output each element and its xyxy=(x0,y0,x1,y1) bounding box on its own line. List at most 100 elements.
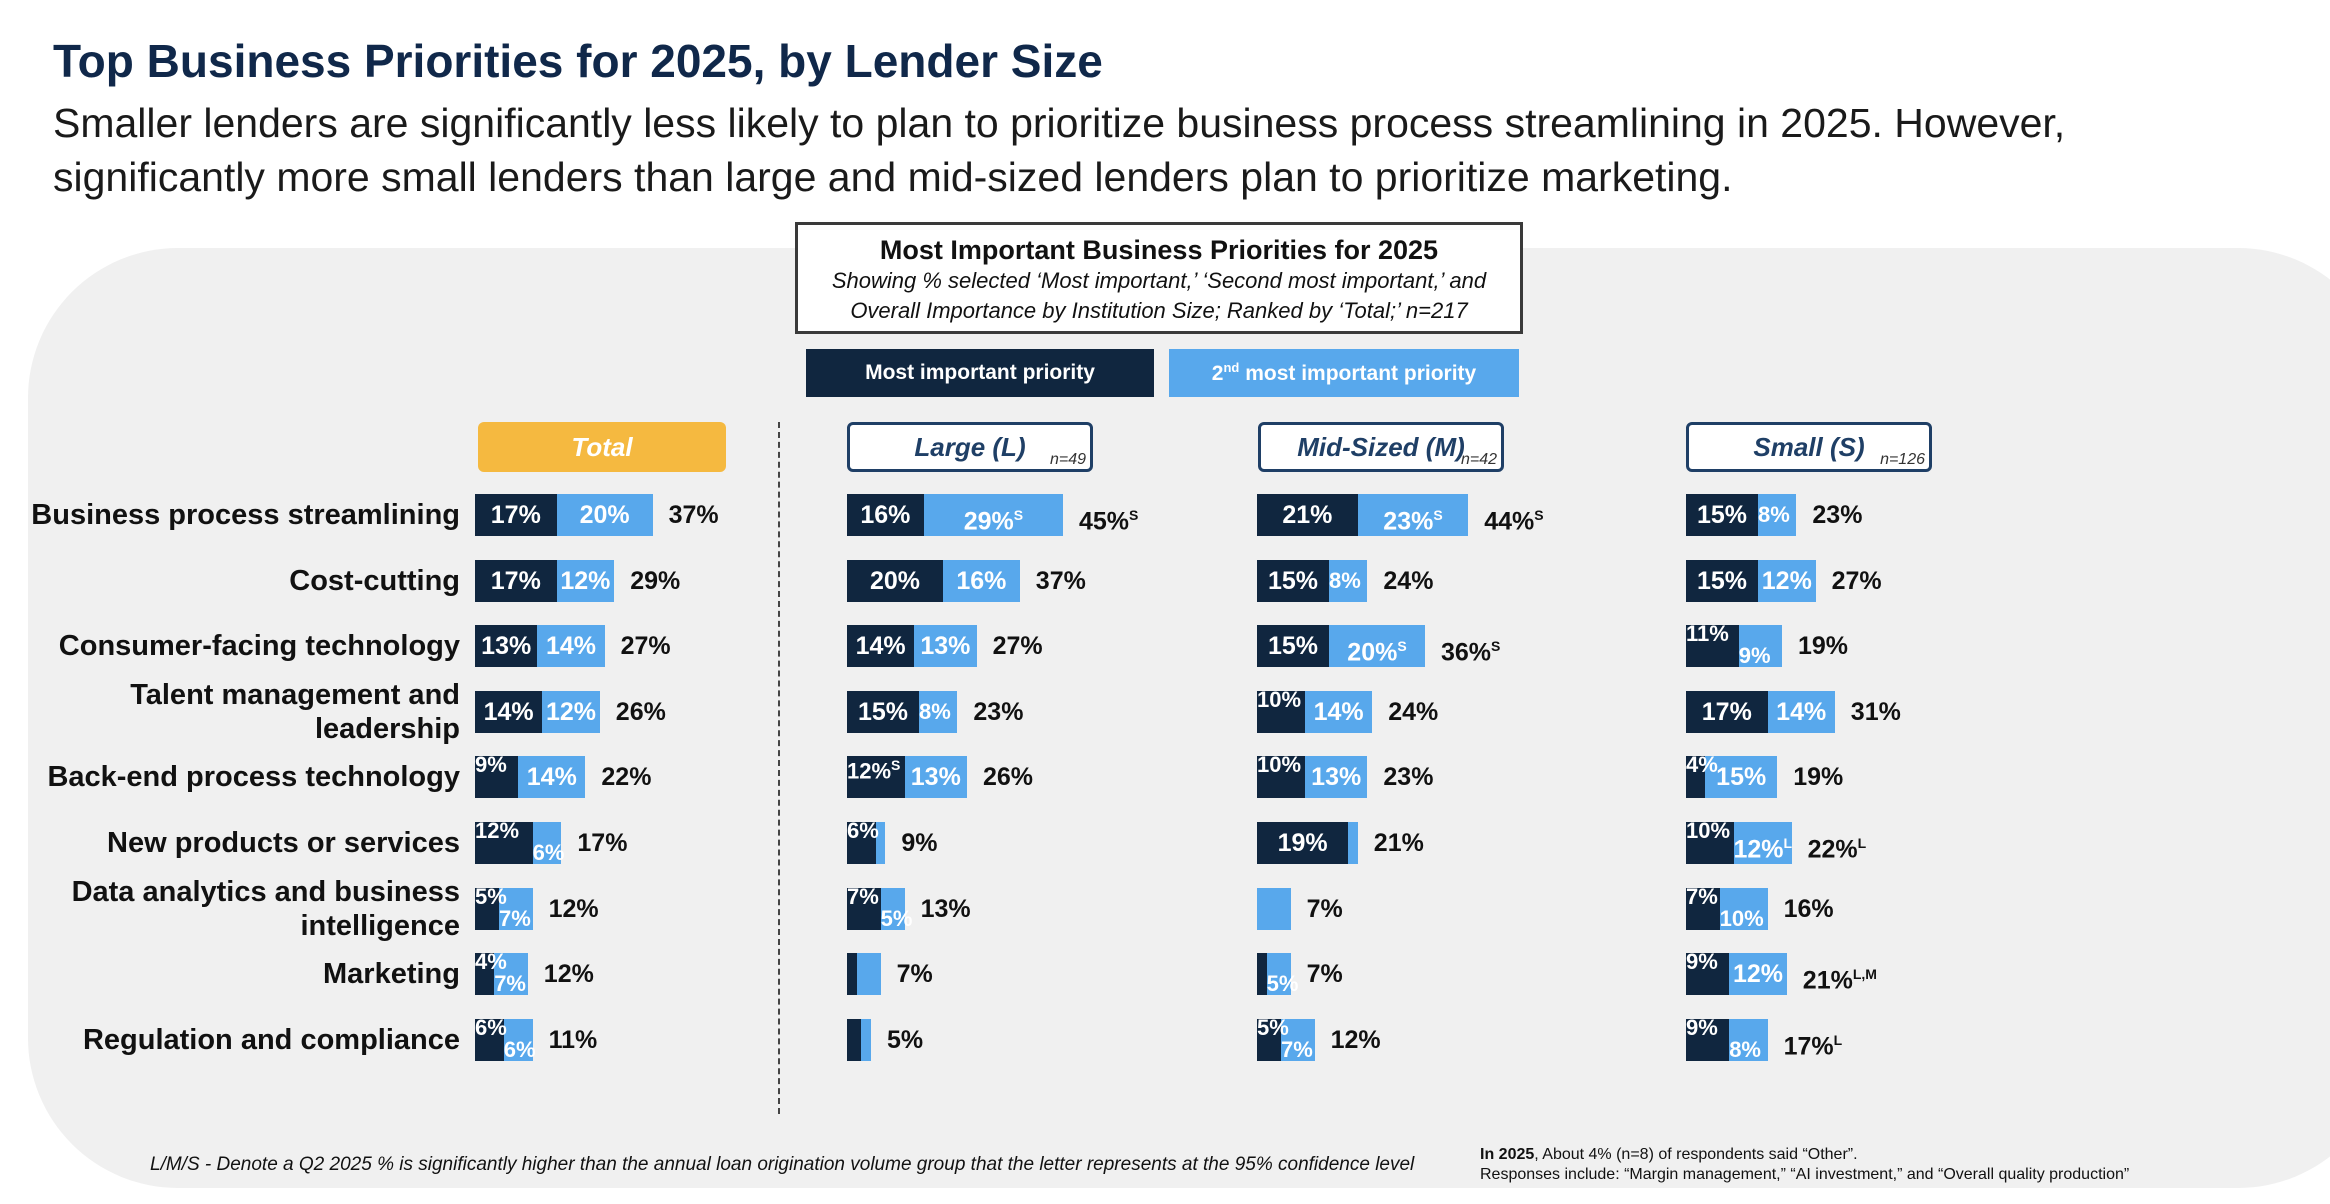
bar-second-mid-sized-m-cost-cutting xyxy=(1329,559,1368,602)
category-label-back-end-process-technology: Back-end process technology xyxy=(47,761,460,794)
label-most-mid-sized-m-new-products-or-services: 19% xyxy=(1277,829,1328,857)
label-most-total-data-analytics-and-business-intelligence: 5% xyxy=(475,883,507,909)
label-second-mid-sized-m-marketing: 5% xyxy=(1266,971,1299,997)
label-most-large-l-cost-cutting: 20% xyxy=(869,566,921,595)
bar-most-large-l-new-products-or-services xyxy=(847,822,876,864)
chart-subtitle-line-1: Showing % selected ‘Most important,’ ‘Se… xyxy=(831,268,1487,293)
label-total-small-s-back-end-process-technology: 19% xyxy=(1793,763,1844,792)
bar-most-mid-sized-m-new-products-or-services xyxy=(1257,822,1349,864)
bar-second-mid-sized-m-back-end-process-technology xyxy=(1305,756,1368,799)
bar-second-large-l-data-analytics-and-business-intelligence xyxy=(880,887,905,930)
label-second-mid-sized-m-talent-management-and-leadership: 14% xyxy=(1313,697,1364,726)
label-second-small-s-consumer-facing-technology: 9% xyxy=(1738,643,1771,669)
label-second-small-s-regulation-and-compliance: 8% xyxy=(1729,1036,1761,1062)
label-most-large-l-back-end-process-technology: 12%S xyxy=(847,757,901,784)
label-most-large-l-new-products-or-services: 6% xyxy=(847,818,879,843)
label-total-total-marketing: 12% xyxy=(543,960,594,989)
label-second-mid-sized-m-cost-cutting: 8% xyxy=(1329,567,1361,593)
bar-second-total-consumer-facing-technology xyxy=(537,625,605,668)
bar-most-large-l-business-process-streamlining xyxy=(847,494,924,536)
label-total-large-l-data-analytics-and-business-intelligence: 13% xyxy=(920,894,971,923)
category-label-talent-management-and-leadership: Talent management and leadership xyxy=(130,678,460,745)
label-second-total-consumer-facing-technology: 14% xyxy=(545,632,597,661)
group-sample-size: n=49 xyxy=(1049,451,1086,468)
bar-second-small-s-back-end-process-technology xyxy=(1705,756,1778,799)
bar-most-small-s-cost-cutting xyxy=(1686,559,1758,602)
chart-header-box: Most Important Business Priorities for 2… xyxy=(795,222,1523,334)
label-total-small-s-talent-management-and-leadership: 31% xyxy=(1850,697,1901,726)
label-second-small-s-talent-management-and-leadership: 14% xyxy=(1776,697,1827,726)
group-header-mid-sized-m: Mid-Sized (M) n=42 xyxy=(1258,422,1504,472)
chart-panel-background xyxy=(28,248,2330,1188)
label-second-total-data-analytics-and-business-intelligence: 7% xyxy=(499,905,531,931)
bar-most-total-talent-management-and-leadership xyxy=(475,690,543,733)
bar-most-large-l-consumer-facing-technology xyxy=(847,625,915,668)
bar-second-small-s-new-products-or-services xyxy=(1734,822,1792,864)
label-total-total-business-process-streamlining: 37% xyxy=(668,501,719,529)
label-second-total-new-products-or-services: 6% xyxy=(532,840,565,865)
bar-most-small-s-new-products-or-services xyxy=(1686,822,1734,864)
label-total-total-cost-cutting: 29% xyxy=(630,566,681,595)
bar-second-mid-sized-m-business-process-streamlining xyxy=(1357,494,1469,536)
footnote-other-responses: In 2025, About 4% (n=8) of respondents s… xyxy=(1480,1146,2130,1183)
bar-second-mid-sized-m-regulation-and-compliance xyxy=(1281,1018,1315,1061)
bar-most-mid-sized-m-back-end-process-technology xyxy=(1257,756,1305,799)
bar-most-total-regulation-and-compliance xyxy=(475,1018,504,1061)
label-total-total-data-analytics-and-business-intelligence: 12% xyxy=(548,894,599,923)
bar-most-mid-sized-m-cost-cutting xyxy=(1257,559,1329,602)
label-second-mid-sized-m-back-end-process-technology: 13% xyxy=(1311,763,1362,792)
label-most-small-s-new-products-or-services: 10% xyxy=(1686,818,1731,843)
footnote-significance: L/M/S - Denote a Q2 2025 % is significan… xyxy=(150,1154,1415,1175)
group-header-small-s: Small (S) n=126 xyxy=(1686,422,1932,472)
bar-most-total-marketing xyxy=(475,953,495,996)
bar-second-small-s-cost-cutting xyxy=(1758,559,1816,602)
bar-second-large-l-regulation-and-compliance xyxy=(861,1018,871,1061)
chart-subtitle-line-2: Overall Importance by Institution Size; … xyxy=(850,298,1468,323)
group-header-total: Total xyxy=(478,422,726,472)
group-header-label: Mid-Sized (M) xyxy=(1297,431,1465,462)
label-second-small-s-business-process-streamlining: 8% xyxy=(1758,502,1790,527)
bar-second-mid-sized-m-data-analytics-and-business-intelligence xyxy=(1257,887,1291,930)
bar-second-total-data-analytics-and-business-intelligence xyxy=(499,887,533,930)
bar-second-large-l-marketing xyxy=(856,953,881,996)
bar-most-mid-sized-m-consumer-facing-technology xyxy=(1257,625,1329,668)
label-most-mid-sized-m-consumer-facing-technology: 15% xyxy=(1267,632,1319,661)
bar-second-mid-sized-m-talent-management-and-leadership xyxy=(1305,690,1373,733)
label-total-small-s-consumer-facing-technology: 19% xyxy=(1798,632,1849,661)
label-second-total-back-end-process-technology: 14% xyxy=(526,763,577,792)
label-most-large-l-data-analytics-and-business-intelligence: 7% xyxy=(847,883,879,909)
group-header-label: Large (L) xyxy=(914,431,1026,462)
label-most-mid-sized-m-cost-cutting: 15% xyxy=(1267,566,1319,595)
label-total-large-l-cost-cutting: 37% xyxy=(1035,566,1086,595)
label-total-mid-sized-m-business-process-streamlining: 44%S xyxy=(1484,507,1544,536)
label-total-mid-sized-m-marketing: 7% xyxy=(1306,960,1343,989)
label-most-total-marketing: 4% xyxy=(475,949,507,975)
label-most-total-cost-cutting: 17% xyxy=(490,566,541,595)
label-most-large-l-talent-management-and-leadership: 15% xyxy=(857,697,909,726)
bar-second-mid-sized-m-consumer-facing-technology xyxy=(1329,625,1425,668)
chart-title: Most Important Business Priorities for 2… xyxy=(879,235,1439,265)
bar-most-total-consumer-facing-technology xyxy=(475,625,538,668)
bar-second-large-l-cost-cutting xyxy=(943,559,1020,602)
category-label-consumer-facing-technology: Consumer-facing technology xyxy=(58,630,460,663)
bar-second-small-s-business-process-streamlining xyxy=(1758,494,1797,536)
bar-most-large-l-marketing xyxy=(847,953,857,996)
label-total-large-l-consumer-facing-technology: 27% xyxy=(992,632,1043,661)
label-total-large-l-regulation-and-compliance: 5% xyxy=(887,1025,924,1054)
bar-most-large-l-talent-management-and-leadership xyxy=(847,690,919,733)
category-label-marketing: Marketing xyxy=(323,958,460,991)
bar-second-large-l-business-process-streamlining xyxy=(923,494,1063,536)
label-most-large-l-consumer-facing-technology: 14% xyxy=(855,632,906,661)
bar-most-mid-sized-m-marketing xyxy=(1257,953,1267,996)
label-total-total-talent-management-and-leadership: 26% xyxy=(615,697,666,726)
bar-most-small-s-back-end-process-technology xyxy=(1686,756,1706,799)
label-second-mid-sized-m-consumer-facing-technology: 20%S xyxy=(1347,638,1407,667)
bar-most-total-back-end-process-technology xyxy=(475,756,519,799)
bar-most-small-s-marketing xyxy=(1686,953,1730,996)
page-title: Top Business Priorities for 2025, by Len… xyxy=(53,35,1103,87)
label-total-large-l-new-products-or-services: 9% xyxy=(901,829,938,857)
label-most-total-back-end-process-technology: 9% xyxy=(475,752,507,778)
label-most-small-s-consumer-facing-technology: 11% xyxy=(1686,621,1729,647)
bar-second-small-s-regulation-and-compliance xyxy=(1729,1018,1768,1061)
bar-most-total-cost-cutting xyxy=(475,559,557,602)
